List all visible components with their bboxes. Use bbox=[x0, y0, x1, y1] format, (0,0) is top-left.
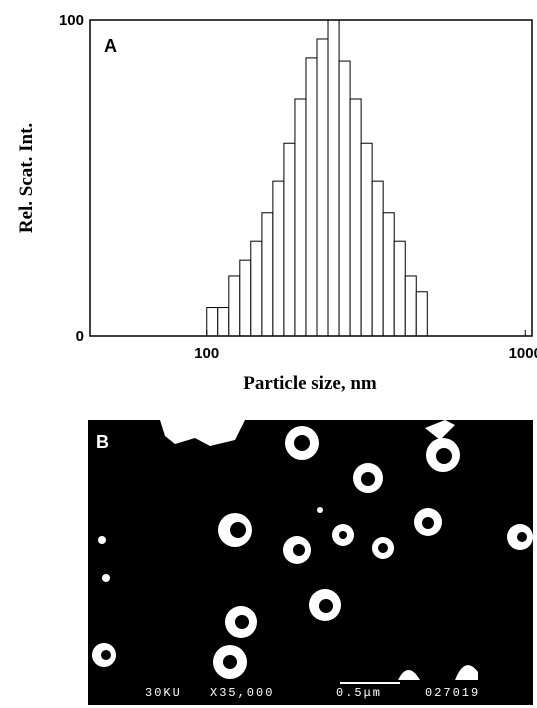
x-tick-label: 1000 bbox=[509, 345, 537, 362]
caption-magnification: X35,000 bbox=[210, 686, 274, 700]
bar bbox=[415, 291, 428, 337]
bar bbox=[217, 307, 230, 337]
bar bbox=[360, 142, 373, 337]
bar bbox=[294, 98, 307, 337]
bar bbox=[393, 240, 406, 337]
bar bbox=[272, 180, 285, 337]
bar bbox=[371, 180, 384, 337]
caption-voltage: 30KU bbox=[145, 686, 182, 700]
bar bbox=[283, 142, 296, 337]
plot-frame bbox=[89, 19, 533, 337]
caption-id: 027019 bbox=[425, 686, 480, 700]
x-axis-label: Particle size, nm bbox=[243, 373, 377, 394]
y-tick-label: 0 bbox=[76, 328, 84, 345]
y-tick-label: 100 bbox=[59, 12, 84, 29]
bar bbox=[239, 259, 252, 337]
particles bbox=[92, 420, 533, 680]
bar bbox=[327, 19, 340, 337]
bar bbox=[382, 212, 395, 337]
panel-label: B bbox=[96, 432, 109, 452]
caption-scale: 0.5μm bbox=[336, 686, 382, 700]
bar bbox=[250, 240, 263, 337]
bar bbox=[261, 212, 274, 337]
bar bbox=[349, 98, 362, 337]
bar bbox=[404, 275, 417, 337]
bar bbox=[206, 307, 219, 337]
bar bbox=[316, 38, 329, 337]
sem-image: B 30KU X35,000 0.5μm 027019 bbox=[88, 420, 533, 705]
bar bbox=[305, 57, 318, 337]
bar bbox=[228, 275, 241, 337]
sem-background bbox=[88, 420, 533, 705]
bar bbox=[338, 60, 351, 337]
panel-label: A bbox=[104, 36, 117, 56]
x-tick-label: 100 bbox=[194, 345, 219, 362]
y-axis-label: Rel. Scat. Int. bbox=[16, 123, 37, 233]
